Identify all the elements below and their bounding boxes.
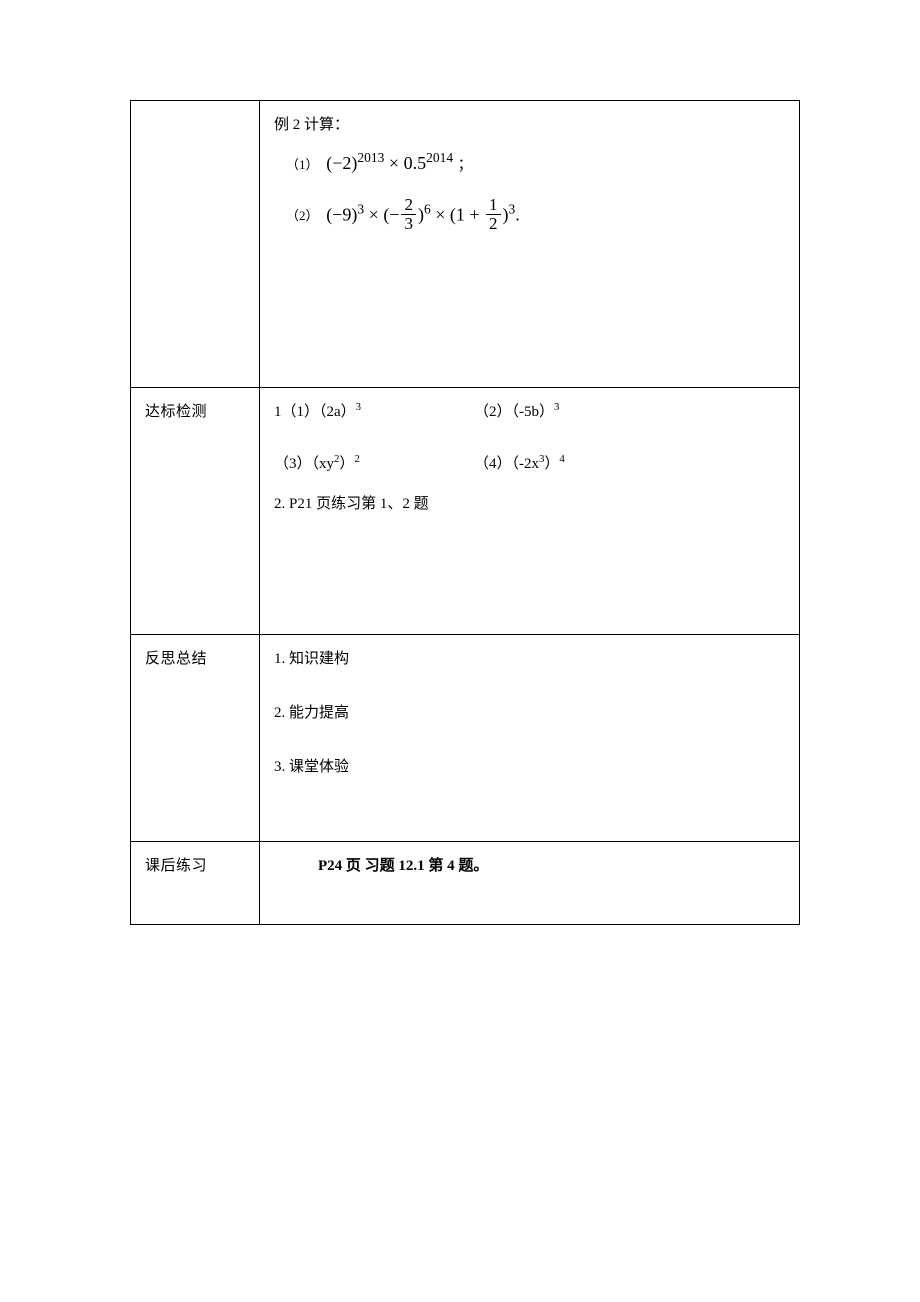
table-row: 例 2 计算： （1） (−2)2013 × 0.52014 ； （2） (−9… (131, 101, 800, 388)
table-row: 达标检测 1（1）（2a）3 （2）（-5b）3 （3）（xy2）2 （4）（-… (131, 388, 800, 635)
times1: × (389, 153, 399, 173)
example-intro: 例 2 计算： (274, 113, 785, 137)
q1a-prefix: 1（1）（2a） (274, 404, 356, 420)
row3-label-cell: 反思总结 (131, 635, 260, 842)
worksheet-table: 例 2 计算： （1） (−2)2013 × 0.52014 ； （2） (−9… (130, 100, 800, 925)
example-item-2: （2） (−9)3 × (−23)6 × (1 + 12)3. (274, 198, 785, 235)
q1c-mid: ） (339, 456, 354, 472)
lpar1: (− (383, 204, 399, 224)
frac2: 12 (486, 196, 501, 233)
q1d: （4）（-2x3）4 (474, 452, 565, 476)
row3-content-cell: 1. 知识建构 2. 能力提高 3. 课堂体验 (260, 635, 800, 842)
check-line-3: 2. P21 页练习第 1、2 题 (274, 492, 785, 516)
frac2-den: 2 (486, 215, 501, 233)
q1d-innersup: 3 (539, 453, 544, 465)
times2b: × (435, 204, 445, 224)
reflect-3: 3. 课堂体验 (274, 755, 785, 779)
homework-text: P24 页 习题 12.1 第 4 题。 (274, 854, 785, 878)
q1b-sup: 3 (554, 401, 559, 413)
item1-trailer: ； (458, 157, 473, 173)
q1a-sup: 3 (356, 401, 361, 413)
reflect-2: 2. 能力提高 (274, 701, 785, 725)
frac1-den: 3 (401, 215, 416, 233)
q1d-mid: ） (544, 456, 559, 472)
item2-math: (−9)3 × (−23)6 × (1 + 12)3. (326, 198, 520, 235)
table-row: 反思总结 1. 知识建构 2. 能力提高 3. 课堂体验 (131, 635, 800, 842)
q1c-sup: 2 (354, 453, 359, 465)
base2: 0.5 (404, 153, 427, 173)
item1-label: （1） (274, 157, 319, 172)
row4-content-cell: P24 页 习题 12.1 第 4 题。 (260, 842, 800, 925)
q1c: （3）（xy2）2 (274, 452, 474, 476)
q1d-prefix: （4）（-2x (474, 456, 539, 472)
frac2-num: 1 (486, 196, 501, 215)
row2-content-cell: 1（1）（2a）3 （2）（-5b）3 （3）（xy2）2 （4）（-2x3）4… (260, 388, 800, 635)
q1b-prefix: （2）（-5b） (474, 404, 554, 420)
example-item-1: （1） (−2)2013 × 0.52014 ； (274, 149, 785, 178)
lpar2: (1 + (450, 204, 480, 224)
q1c-innersup: 2 (334, 453, 339, 465)
base1: (−2) (326, 153, 357, 173)
exp2b: 6 (424, 201, 431, 216)
check-line-2: （3）（xy2）2 （4）（-2x3）4 (274, 452, 785, 476)
row1-label-cell (131, 101, 260, 388)
row4-label-cell: 课后练习 (131, 842, 260, 925)
period: . (515, 204, 520, 224)
times1b: × (369, 204, 379, 224)
item1-math: (−2)2013 × 0.52014 (326, 153, 457, 173)
base1b: (−9) (326, 204, 357, 224)
exp1b: 3 (357, 201, 364, 216)
q1c-prefix: （3）（xy (274, 456, 334, 472)
q1a: 1（1）（2a）3 (274, 400, 474, 424)
row1-content-cell: 例 2 计算： （1） (−2)2013 × 0.52014 ； （2） (−9… (260, 101, 800, 388)
frac1-num: 2 (401, 196, 416, 215)
exp1: 2013 (357, 150, 384, 165)
table-row: 课后练习 P24 页 习题 12.1 第 4 题。 (131, 842, 800, 925)
row2-label-cell: 达标检测 (131, 388, 260, 635)
frac1: 23 (401, 196, 416, 233)
q1b: （2）（-5b）3 (474, 400, 559, 424)
exp2: 2014 (426, 150, 453, 165)
item2-label: （2） (274, 208, 319, 223)
check-line-1: 1（1）（2a）3 （2）（-5b）3 (274, 400, 785, 424)
q1d-sup: 4 (559, 453, 564, 465)
reflect-1: 1. 知识建构 (274, 647, 785, 671)
